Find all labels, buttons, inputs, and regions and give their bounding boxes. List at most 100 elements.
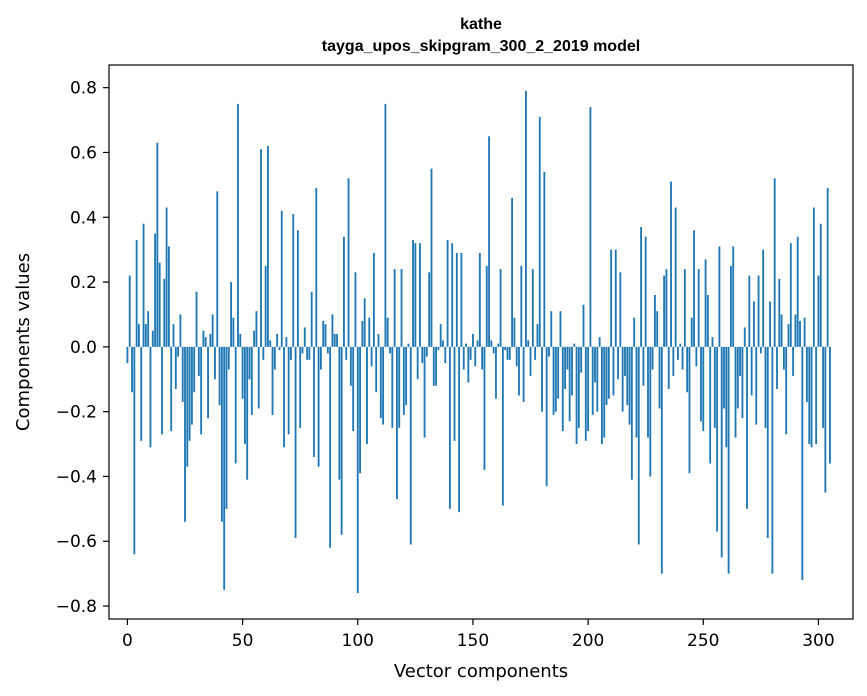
bar-107 [372, 252, 375, 347]
bar-82 [315, 188, 318, 347]
bar-222 [637, 346, 640, 545]
bar-115 [391, 346, 394, 428]
bar-226 [647, 346, 649, 438]
bar-244 [688, 346, 691, 474]
bar-59 [262, 346, 265, 360]
bar-191 [566, 346, 569, 370]
y-tick-label: 0.6 [70, 143, 97, 163]
x-axis: 0 50 100 150 200 250 300 [122, 619, 835, 651]
y-tick-label: −0.6 [56, 532, 97, 552]
bar-205 [598, 337, 601, 347]
bar-154 [481, 346, 484, 370]
bar-266 [739, 346, 742, 377]
bar-264 [734, 346, 737, 438]
bar-108 [375, 346, 378, 393]
bar-65 [276, 333, 279, 347]
bar-140 [448, 346, 451, 509]
bar-224 [642, 346, 645, 386]
y-tick-label: −0.8 [56, 597, 97, 617]
bar-168 [513, 317, 516, 347]
bar-243 [686, 346, 689, 393]
bar-83 [317, 346, 320, 467]
bar-112 [384, 103, 387, 347]
bar-292 [799, 320, 801, 347]
bar-256 [716, 346, 719, 532]
bar-208 [605, 346, 608, 406]
bar-121 [405, 346, 408, 406]
bar-21 [174, 346, 177, 389]
bar-161 [497, 343, 500, 347]
bar-62 [269, 340, 272, 347]
bar-221 [635, 346, 638, 438]
bar-8 [144, 324, 147, 347]
bar-238 [674, 207, 677, 347]
bar-4 [135, 239, 138, 347]
bar-94 [343, 236, 345, 347]
bar-241 [681, 346, 684, 370]
bar-219 [630, 346, 633, 480]
bar-234 [665, 269, 668, 347]
x-tick-label: 100 [342, 631, 374, 651]
bar-217 [626, 346, 629, 406]
bar-133 [432, 346, 435, 386]
bar-235 [667, 346, 670, 389]
bar-277 [764, 346, 767, 428]
bar-170 [518, 346, 520, 396]
bar-284 [780, 314, 783, 347]
bar-305 [829, 346, 831, 464]
bar-272 [753, 301, 755, 347]
bar-25 [184, 346, 186, 522]
bar-125 [414, 243, 417, 347]
bar-50 [241, 346, 244, 399]
bar-147 [465, 343, 467, 347]
bar-166 [508, 346, 511, 360]
bar-302 [822, 346, 824, 428]
bar-165 [506, 346, 509, 360]
bar-111 [382, 346, 385, 425]
bar-239 [677, 346, 679, 360]
bar-77 [303, 327, 306, 347]
bar-150 [472, 333, 474, 347]
bar-84 [319, 346, 322, 370]
bar-201 [589, 107, 592, 347]
bar-215 [621, 346, 624, 412]
bar-24 [181, 346, 184, 402]
bar-42 [223, 346, 226, 590]
bar-155 [483, 346, 486, 470]
bar-289 [792, 346, 795, 377]
bar-192 [568, 346, 571, 422]
bar-248 [697, 269, 700, 347]
bar-49 [239, 333, 242, 347]
bar-141 [451, 243, 454, 347]
bar-122 [407, 343, 410, 347]
bar-132 [430, 168, 433, 347]
bar-48 [237, 103, 239, 347]
bar-149 [469, 346, 472, 360]
bar-171 [520, 265, 523, 347]
bar-216 [624, 346, 626, 377]
bar-297 [810, 346, 813, 448]
bar-249 [700, 346, 702, 422]
bar-183 [548, 346, 550, 357]
bar-186 [554, 346, 557, 412]
bar-57 [257, 346, 260, 409]
bar-236 [670, 181, 672, 347]
bar-254 [711, 337, 714, 347]
bar-246 [693, 230, 695, 347]
bar-91 [336, 333, 338, 347]
bar-163 [501, 346, 504, 506]
bar-301 [819, 223, 822, 347]
bar-285 [782, 346, 785, 370]
bar-281 [773, 178, 776, 347]
bar-177 [534, 346, 537, 360]
bar-270 [748, 275, 751, 347]
bar-271 [750, 346, 753, 396]
bar-199 [584, 346, 587, 441]
bar-118 [398, 346, 401, 428]
bar-294 [803, 317, 806, 347]
bar-276 [762, 249, 765, 347]
bar-33 [202, 330, 205, 347]
bar-267 [741, 346, 744, 419]
bar-210 [610, 249, 613, 347]
bar-131 [428, 272, 431, 347]
